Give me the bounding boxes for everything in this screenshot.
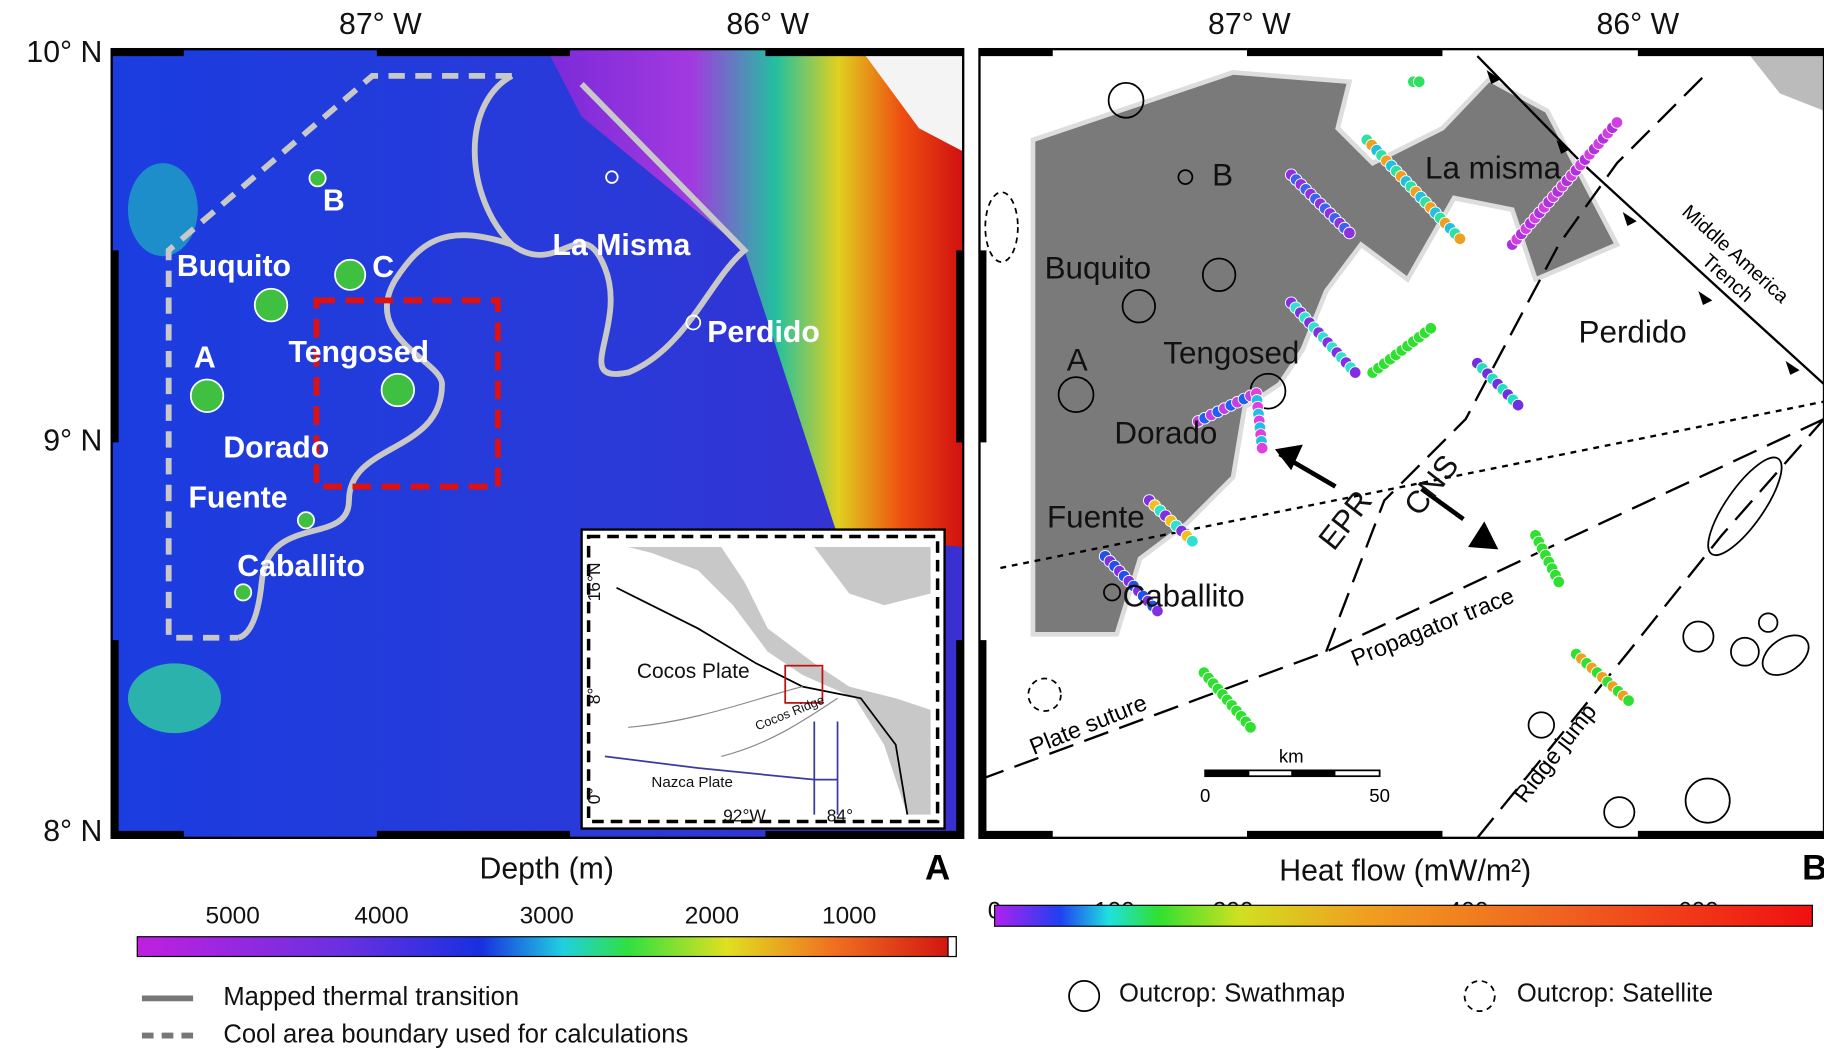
inset-tick-label: 84° (827, 806, 853, 826)
seamount (335, 260, 365, 290)
figure: B Buquito C A Tengosed Dorado Fuente Cab… (0, 0, 1824, 1051)
heat-flow-site (1611, 117, 1623, 129)
colorbar-tick-label: 4000 (354, 902, 408, 929)
heat-flow-site (1553, 576, 1565, 588)
legend-label: Outcrop: Satellite (1517, 980, 1713, 1008)
place-label: Perdido (1579, 314, 1687, 349)
seamount-shade (128, 163, 198, 256)
inset-tick-label: 0° (584, 788, 604, 805)
colorbar (137, 937, 956, 957)
heat-flow-site (1256, 442, 1268, 454)
inset-map: Cocos Plate Cocos Ridge Nazca Plate 92°W… (582, 530, 945, 829)
colorbar-title: Depth (m) (480, 852, 614, 885)
legend-swatch (1069, 981, 1099, 1011)
page: { "panel_a": { "letter": "A", "lon_label… (0, 0, 1824, 1051)
lon-label: 86° W (1597, 8, 1680, 41)
place-label: Buquito (1045, 250, 1151, 285)
inset-tick-label: 16°N (584, 562, 604, 601)
heat-flow-site (1413, 76, 1425, 88)
colorbar-end (948, 937, 956, 957)
seamount-shade (128, 663, 221, 733)
legend: Mapped thermal transition Cool area boun… (142, 980, 1713, 1049)
seamount (298, 512, 314, 528)
panel-letter: B (1802, 849, 1824, 888)
inset-tick-label: 8° (584, 688, 604, 705)
place-label: Caballito (1123, 579, 1245, 614)
colorbar-tick-label: 5000 (206, 902, 260, 929)
heat-flow-site (1187, 535, 1199, 547)
inset-tick-label: 92°W (723, 806, 766, 826)
scale-bar-segment (1291, 770, 1335, 776)
heat-flow-site (1344, 227, 1356, 239)
scale-unit: km (1279, 745, 1304, 766)
scale-tick-label: 50 (1369, 785, 1390, 806)
legend-label: Mapped thermal transition (223, 983, 519, 1011)
place-label: Fuente (188, 481, 287, 514)
heat-flow-colorbar: Heat flow (mW/m²) 0 100 200 400 600 (988, 855, 1813, 927)
lat-label: 9° N (43, 424, 102, 457)
heat-flow-site (1512, 399, 1524, 411)
place-label: Tengosed (288, 336, 429, 369)
place-label: La misma (1425, 150, 1562, 185)
seamount (382, 374, 415, 407)
scale-bar-segment (1205, 770, 1249, 776)
place-label: La Misma (553, 229, 691, 262)
place-label: Caballito (237, 550, 365, 583)
inset-label: Nazca Plate (651, 774, 732, 791)
heat-flow-site (1349, 367, 1361, 379)
place-label: B (1212, 157, 1233, 192)
place-label: Buquito (177, 250, 291, 283)
seamount (235, 584, 251, 600)
legend-swatch (1465, 981, 1495, 1011)
colorbar-tick-label: 1000 (822, 902, 876, 929)
place-label: C (372, 251, 394, 284)
panel-letter: A (925, 849, 950, 888)
panel-b: B Buquito A Tengosed Dorado Fuente Cabal… (884, 8, 1824, 888)
place-label: Dorado (1114, 416, 1217, 451)
lon-label: 87° W (339, 8, 422, 41)
heat-flow-site (1623, 695, 1635, 707)
colorbar-title: Heat flow (mW/m²) (1279, 855, 1531, 888)
colorbar (995, 905, 1813, 926)
depth-colorbar: Depth (m) 5000 4000 3000 2000 1000 (137, 852, 956, 956)
inset-label: Cocos Plate (637, 660, 750, 683)
lat-label: 8° N (43, 815, 102, 848)
heat-flow-site (1425, 323, 1437, 335)
legend-label: Outcrop: Swathmap (1119, 980, 1345, 1008)
scale-tick-label: 0 (1200, 785, 1210, 806)
seamount (191, 380, 224, 413)
place-label: Tengosed (1163, 335, 1299, 370)
legend-label: Cool area boundary used for calculations (223, 1020, 688, 1048)
place-label: A (1067, 342, 1088, 377)
panel-a: B Buquito C A Tengosed Dorado Fuente Cab… (26, 8, 963, 888)
heat-flow-site (1245, 722, 1257, 734)
seamount (255, 289, 288, 322)
place-label: Perdido (707, 316, 820, 349)
lon-label: 86° W (726, 8, 809, 41)
place-label: Dorado (223, 431, 329, 464)
colorbar-tick-label: 3000 (520, 902, 574, 929)
heat-flow-site (1454, 233, 1466, 245)
lat-label: 10° N (26, 36, 102, 69)
place-label: A (194, 342, 216, 375)
lon-label: 87° W (1208, 8, 1291, 41)
colorbar-tick-label: 2000 (685, 902, 739, 929)
place-label: Fuente (1047, 499, 1145, 534)
place-label: B (323, 185, 345, 218)
